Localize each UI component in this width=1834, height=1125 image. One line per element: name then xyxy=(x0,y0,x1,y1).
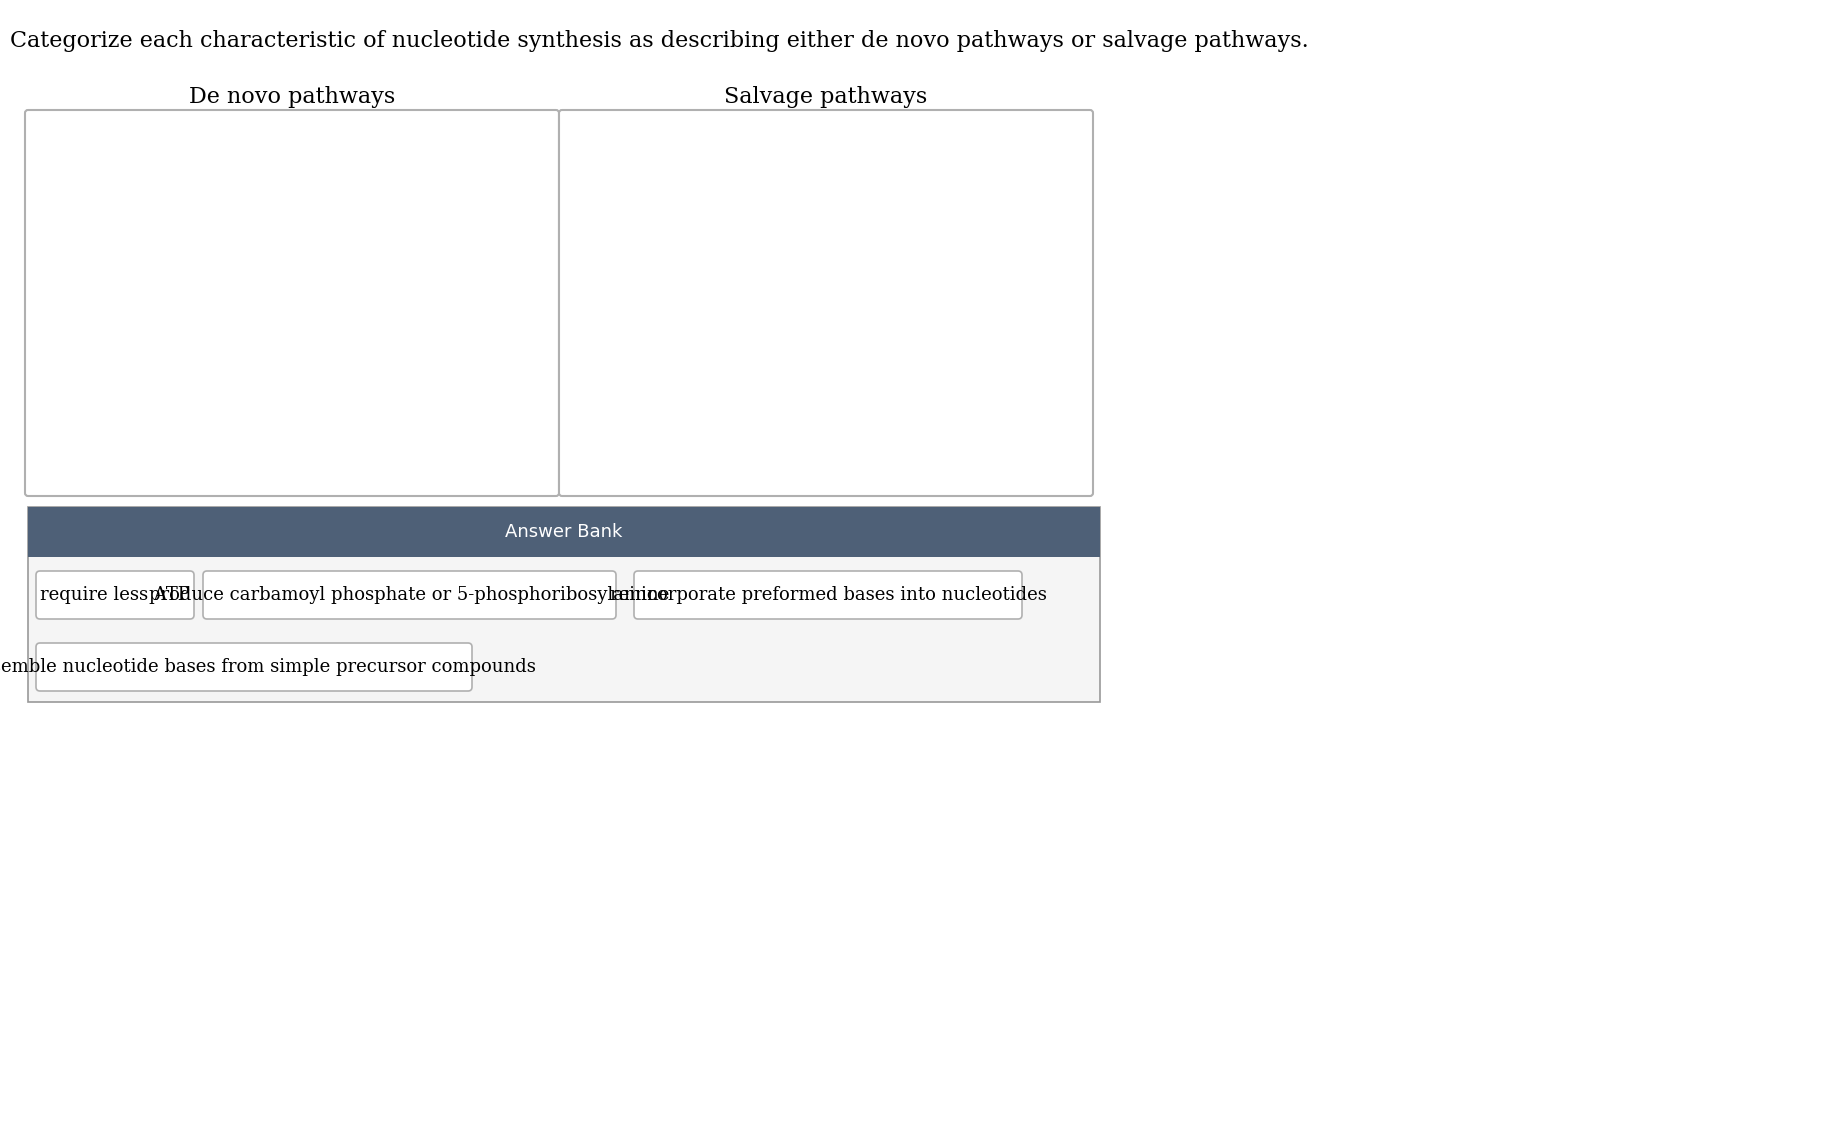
FancyBboxPatch shape xyxy=(635,572,1022,619)
Text: require less ATP: require less ATP xyxy=(40,586,191,604)
FancyBboxPatch shape xyxy=(26,110,559,496)
Text: Salvage pathways: Salvage pathways xyxy=(724,86,928,108)
Text: Answer Bank: Answer Bank xyxy=(506,523,624,541)
FancyBboxPatch shape xyxy=(204,572,616,619)
Text: De novo pathways: De novo pathways xyxy=(189,86,394,108)
Text: produce carbamoyl phosphate or 5-phosphoribosylamine: produce carbamoyl phosphate or 5-phospho… xyxy=(149,586,669,604)
Text: Categorize each characteristic of nucleotide synthesis as describing either de n: Categorize each characteristic of nucleo… xyxy=(9,30,1309,52)
FancyBboxPatch shape xyxy=(559,110,1093,496)
FancyBboxPatch shape xyxy=(28,507,1100,702)
Text: assemble nucleotide bases from simple precursor compounds: assemble nucleotide bases from simple pr… xyxy=(0,658,536,676)
FancyBboxPatch shape xyxy=(37,644,471,691)
FancyBboxPatch shape xyxy=(37,572,194,619)
Text: reincorporate preformed bases into nucleotides: reincorporate preformed bases into nucle… xyxy=(609,586,1047,604)
FancyBboxPatch shape xyxy=(28,507,1100,557)
